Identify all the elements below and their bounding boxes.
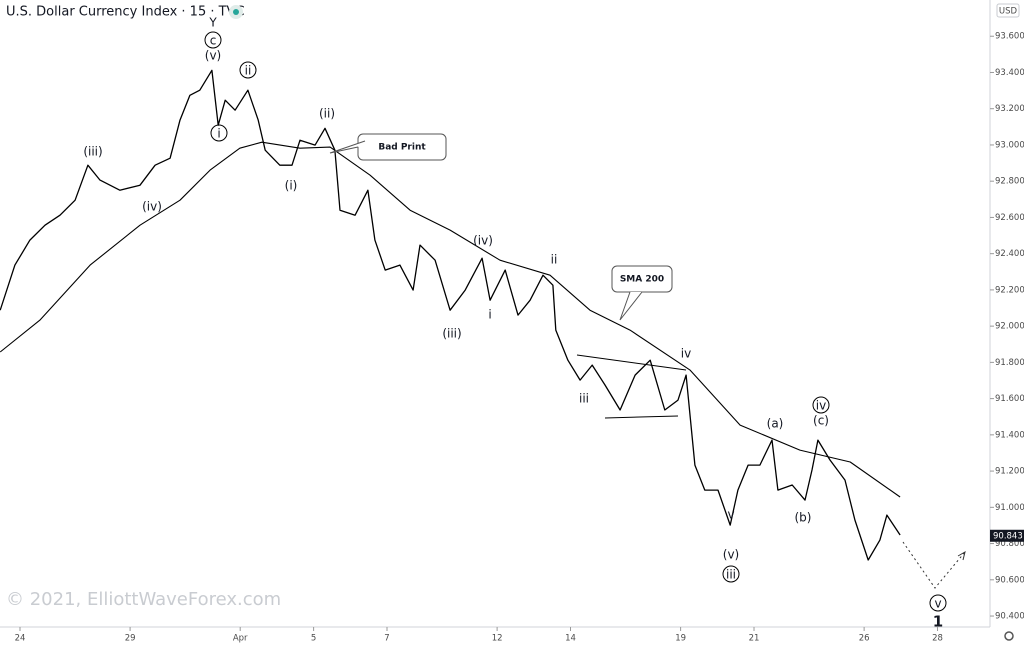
y-tick-label: 92.400: [995, 249, 1024, 259]
watermark: © 2021, ElliottWaveForex.com: [6, 589, 281, 610]
x-tick-label: 24: [15, 634, 26, 644]
y-tick-label: 93.600: [995, 32, 1024, 42]
wave-label: (a): [767, 417, 784, 431]
y-tick-label: 93.400: [995, 68, 1024, 78]
wave-label: iv: [816, 399, 826, 413]
chart-title: U.S. Dollar Currency Index · 15 · TVC: [6, 5, 245, 20]
callout-label: Bad Print: [378, 143, 426, 153]
x-tick-label: 7: [384, 634, 389, 644]
wave-circle: [812, 396, 830, 414]
wave-label: c: [210, 34, 217, 48]
y-tick-label: 90.400: [995, 612, 1024, 622]
y-tick-label: 91.800: [995, 358, 1024, 368]
x-tick-label: 14: [565, 634, 576, 644]
callout-pointer: [619, 291, 643, 321]
wave-label: 1: [933, 613, 943, 631]
price-line: [0, 69, 901, 561]
y-tick-label: 90.600: [995, 575, 1024, 585]
y-tick-label: 92.800: [995, 177, 1024, 187]
y-tick-label: 90.800: [995, 539, 1024, 549]
wave-label: ii: [245, 64, 252, 78]
x-tick-label: 5: [311, 634, 316, 644]
wave-label: ii: [551, 253, 558, 267]
wave-label: (iv): [473, 234, 493, 248]
projection-arrow: [957, 550, 966, 561]
y-tick-label: 92.200: [995, 285, 1024, 295]
y-tick-label: 91.000: [995, 503, 1024, 513]
wave-label: v: [727, 508, 734, 522]
wave-circle: [929, 594, 947, 612]
wave-label: (ii): [319, 107, 335, 121]
wave-label: (iii): [442, 327, 461, 341]
y-tick-label: 93.200: [995, 104, 1024, 114]
y-tick-label: 93.000: [995, 140, 1024, 150]
callout-pointer: [329, 140, 366, 154]
x-tick-label: 28: [932, 634, 943, 644]
last-price-box: [990, 529, 1024, 542]
x-tick-label: 12: [492, 634, 503, 644]
wave-circle: [204, 31, 222, 49]
status-dot: [233, 9, 239, 15]
wave-label: (c): [813, 414, 829, 428]
wave-label: (v): [205, 49, 221, 63]
wave-label: (iii): [83, 145, 102, 159]
x-tick-label: Apr: [233, 634, 248, 644]
wave-label: Y: [208, 16, 217, 30]
x-tick-label: 21: [749, 634, 760, 644]
projection-path: [902, 541, 966, 589]
wave-circle: [722, 565, 740, 583]
currency-label: USD: [999, 7, 1018, 17]
trend-line: [604, 415, 679, 419]
wave-label: (b): [795, 511, 812, 525]
wave-label: iii: [726, 568, 736, 582]
wave-label: iii: [579, 392, 589, 406]
y-tick-label: 91.200: [995, 467, 1024, 477]
wave-label: iv: [681, 347, 691, 361]
last-price-label: 90.843: [993, 531, 1023, 541]
wave-label: i: [217, 127, 220, 141]
wave-label: (iv): [142, 200, 162, 214]
y-tick-label: 92.000: [995, 322, 1024, 332]
wave-circle: [239, 61, 257, 79]
wave-label: (i): [285, 179, 298, 193]
trend-line: [576, 354, 687, 371]
x-tick-label: 29: [125, 634, 136, 644]
y-tick-label: 91.400: [995, 430, 1024, 440]
sma-line: [0, 141, 901, 498]
wave-label: i: [488, 308, 491, 322]
wave-label: v: [934, 597, 941, 611]
x-tick-label: 26: [859, 634, 870, 644]
y-tick-label: 92.600: [995, 213, 1024, 223]
callout-label: SMA 200: [620, 275, 664, 285]
gear[interactable]: [1004, 631, 1014, 641]
wave-circle: [210, 124, 228, 142]
currency-box: [996, 3, 1020, 18]
wave-label: (v): [723, 548, 739, 562]
settings-icon[interactable]: [1004, 631, 1014, 641]
y-tick-label: 91.600: [995, 394, 1024, 404]
x-tick-label: 19: [675, 634, 686, 644]
